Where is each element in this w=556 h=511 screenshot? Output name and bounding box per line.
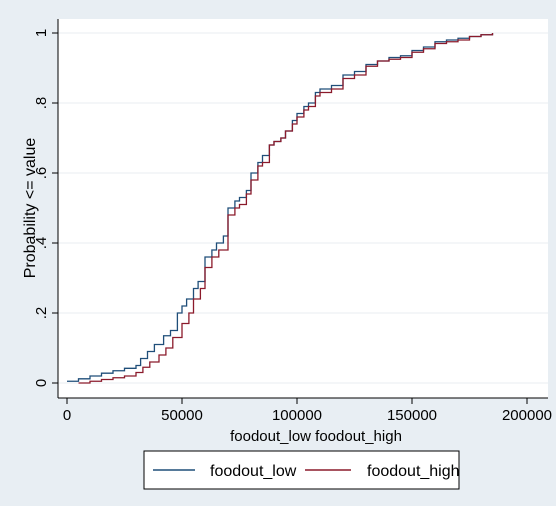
x-tick-label-0: 0: [63, 407, 71, 424]
gridlines: [58, 32, 548, 384]
y-tick-label-4: .8: [33, 97, 50, 110]
y-tick-label-0: 0: [33, 379, 50, 387]
y-tick-label-3: .6: [33, 167, 50, 180]
x-axis-title: foodout_low foodout_high: [230, 428, 402, 445]
legend-label-foodout-low: foodout_low: [210, 463, 297, 480]
y-tick-label-1: .2: [33, 307, 50, 320]
legend-label-foodout-high: foodout_high: [367, 463, 460, 480]
plot-area: [58, 19, 548, 398]
x-tick-label-3: 150000: [387, 407, 437, 424]
series-line-foodout-low: [67, 33, 494, 382]
y-tick-label-5: 1: [33, 29, 50, 37]
axis-titles: foodout_low foodout_high Probability <= …: [22, 138, 402, 445]
x-tick-label-2: 100000: [272, 407, 322, 424]
x-tick-label-1: 50000: [161, 407, 203, 424]
y-tick-label-2: .4: [33, 237, 50, 250]
legend-box: [143, 450, 460, 490]
series-group: [67, 33, 494, 384]
legend: foodout_low foodout_high: [143, 450, 460, 490]
axes: 0 .2 .4 .6 .8 1 0 50000 100000 150000 200000: [33, 19, 552, 424]
x-tick-label-4: 200000: [502, 407, 552, 424]
y-axis-title: Probability <= value: [22, 138, 39, 279]
series-line-foodout-high: [78, 33, 494, 384]
